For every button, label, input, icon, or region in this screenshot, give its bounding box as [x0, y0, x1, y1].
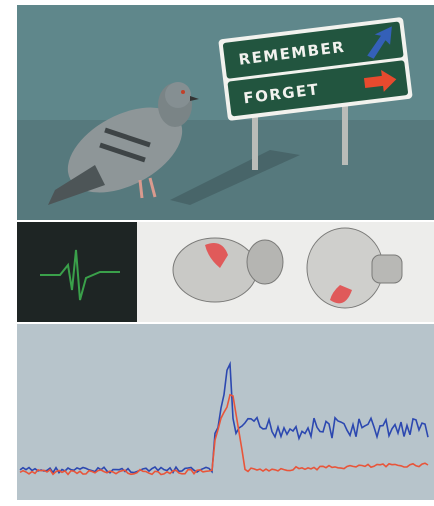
illustration: REMEMBER FORGET [0, 0, 434, 506]
trace-panel [17, 324, 434, 500]
